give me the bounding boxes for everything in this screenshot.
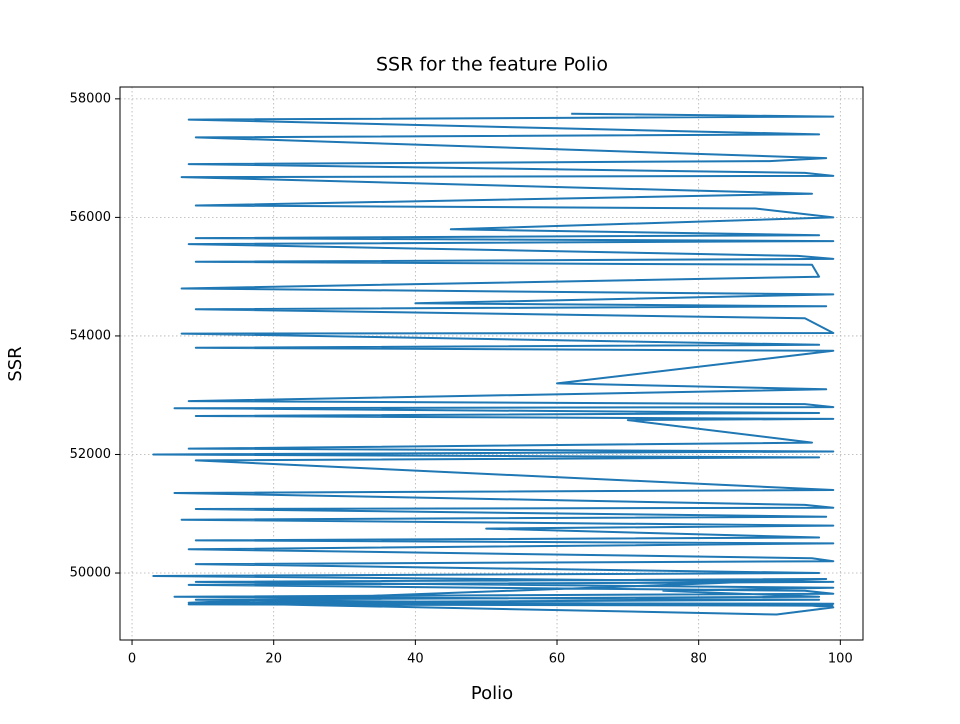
x-tick-label: 100	[828, 652, 853, 667]
y-tick-label: 54000	[70, 328, 111, 343]
plot-frame	[119, 86, 864, 641]
x-tick-label: 80	[690, 652, 707, 667]
x-tick-label: 20	[265, 652, 282, 667]
y-tick-label: 58000	[70, 91, 111, 106]
chart-title: SSR for the feature Polio	[376, 54, 608, 76]
x-tick-label: 40	[407, 652, 424, 667]
y-tick-label: 52000	[70, 447, 111, 462]
y-tick-label: 50000	[70, 566, 111, 581]
x-tick-label: 60	[549, 652, 566, 667]
x-tick-label: 0	[128, 652, 136, 667]
y-axis-label: SSR	[5, 346, 26, 381]
data-line	[152, 112, 835, 616]
y-tick-label: 56000	[70, 210, 111, 225]
x-axis-label: Polio	[471, 683, 513, 704]
